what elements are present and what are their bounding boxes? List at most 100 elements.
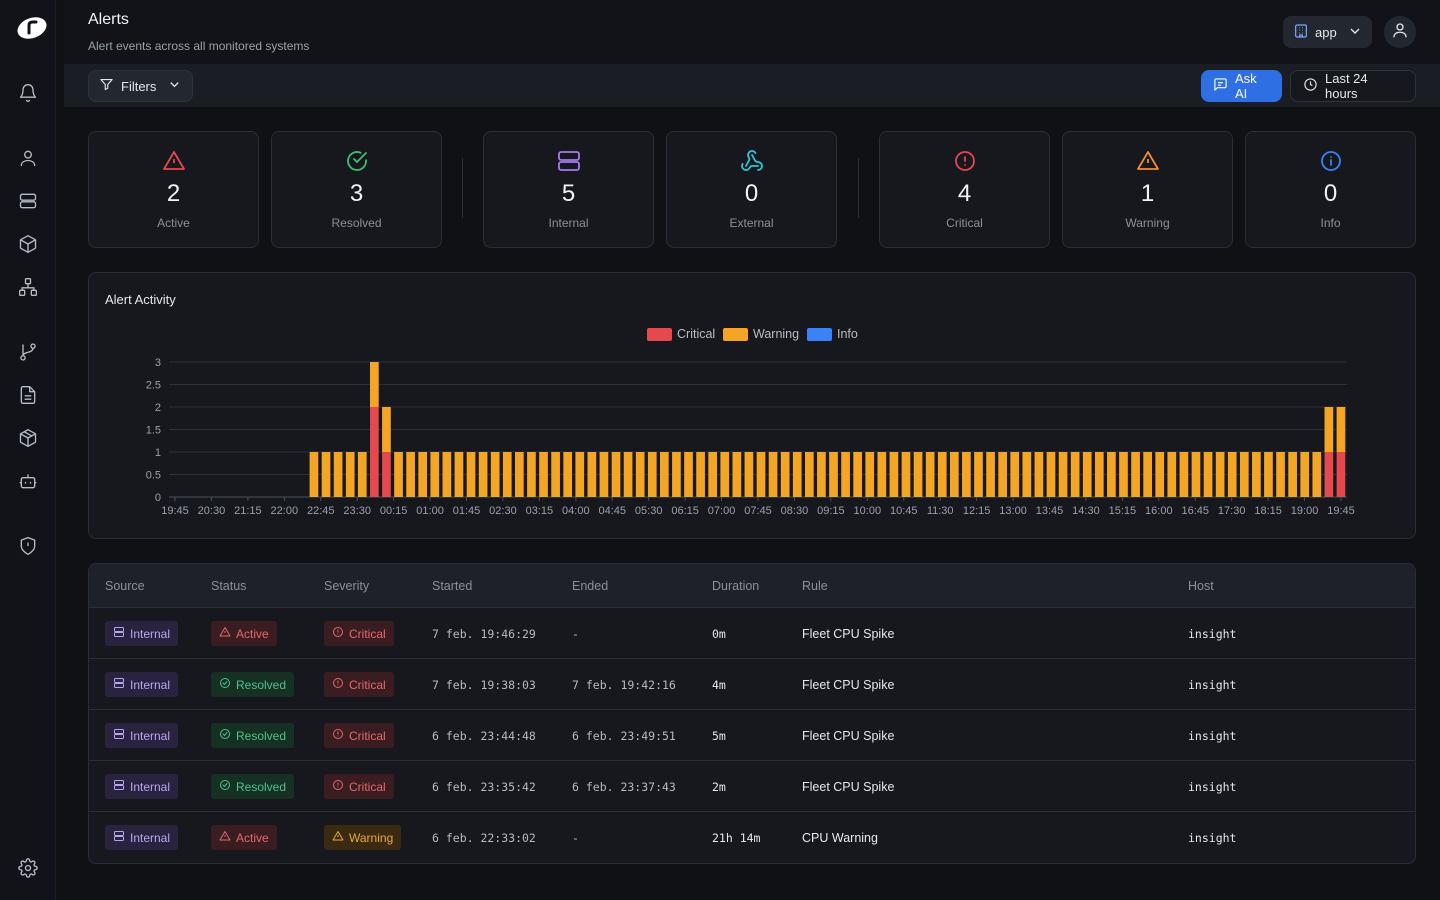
host-cell: insight bbox=[1188, 830, 1237, 845]
stat-label: Active bbox=[157, 216, 190, 230]
check-circle-icon bbox=[345, 149, 369, 173]
stat-card-warning[interactable]: 1 Warning bbox=[1062, 131, 1233, 248]
bar-warning bbox=[611, 452, 621, 497]
bar-critical bbox=[370, 407, 379, 497]
bell-icon[interactable] bbox=[18, 83, 38, 103]
rule-cell: Fleet CPU Spike bbox=[802, 626, 895, 641]
status-label: Resolved bbox=[236, 728, 287, 743]
user-menu-button[interactable] bbox=[1384, 16, 1416, 48]
user-icon[interactable] bbox=[18, 148, 38, 168]
bar-warning bbox=[527, 452, 536, 497]
table-row[interactable]: Internal Resolved Critical 7 feb. 19:38:… bbox=[89, 659, 1415, 710]
clock-icon bbox=[1303, 77, 1318, 95]
bar-warning bbox=[563, 452, 573, 497]
bar-warning bbox=[551, 452, 560, 497]
stat-card-critical[interactable]: 4 Critical bbox=[879, 131, 1050, 248]
bar-warning bbox=[587, 452, 597, 497]
box-icon[interactable] bbox=[18, 428, 38, 448]
stat-label: Critical bbox=[946, 216, 983, 230]
document-icon[interactable] bbox=[18, 385, 38, 405]
stat-card-active[interactable]: 2 Active bbox=[88, 131, 259, 248]
bar-warning bbox=[647, 452, 657, 497]
ask-ai-button[interactable]: Ask AI bbox=[1201, 70, 1282, 102]
column-header-rule[interactable]: Rule bbox=[802, 579, 828, 593]
x-tick-label: 15:15 bbox=[1109, 505, 1137, 517]
column-header-duration[interactable]: Duration bbox=[712, 579, 760, 593]
filters-button[interactable]: Filters bbox=[88, 70, 193, 102]
severity-badge: Warning bbox=[324, 825, 402, 850]
legend-label-info[interactable]: Info bbox=[837, 327, 858, 341]
column-header-status[interactable]: Status bbox=[211, 579, 247, 593]
bar-warning bbox=[901, 452, 911, 497]
bot-icon[interactable] bbox=[18, 471, 38, 491]
table-row[interactable]: Internal Active Warning 6 feb. 22:33:02 … bbox=[89, 812, 1415, 863]
app-selector[interactable]: app bbox=[1283, 16, 1372, 48]
source-badge: Internal bbox=[105, 672, 179, 697]
bar-warning bbox=[744, 452, 754, 497]
bar-warning bbox=[1227, 452, 1237, 497]
bar-warning bbox=[1336, 407, 1346, 452]
bar-warning bbox=[684, 452, 693, 497]
stat-label: Info bbox=[1320, 216, 1341, 230]
x-tick-label: 22:00 bbox=[271, 505, 299, 517]
table-row[interactable]: Internal Resolved Critical 6 feb. 23:35:… bbox=[89, 761, 1415, 812]
column-header-started[interactable]: Started bbox=[432, 579, 473, 593]
legend-swatch-critical[interactable] bbox=[647, 328, 672, 341]
legend-swatch-warning[interactable] bbox=[723, 328, 748, 341]
legend-label-warning[interactable]: Warning bbox=[753, 327, 799, 341]
stat-value: 3 bbox=[349, 180, 364, 207]
bar-warning bbox=[430, 452, 440, 497]
source-label: Internal bbox=[130, 677, 171, 692]
legend-swatch-info[interactable] bbox=[807, 328, 832, 341]
stat-card-resolved[interactable]: 3 Resolved bbox=[271, 131, 442, 248]
table-row[interactable]: Internal Active Critical 7 feb. 19:46:29… bbox=[89, 608, 1415, 659]
page-title: Alerts bbox=[88, 11, 129, 28]
host-cell: insight bbox=[1188, 728, 1237, 743]
server-icon bbox=[113, 830, 125, 845]
column-header-severity[interactable]: Severity bbox=[324, 579, 370, 593]
bar-warning bbox=[1324, 407, 1334, 452]
bar-warning bbox=[345, 452, 355, 497]
duration-cell: 2m bbox=[712, 779, 726, 794]
started-cell: 6 feb. 23:44:48 bbox=[432, 728, 536, 743]
column-header-host[interactable]: Host bbox=[1188, 579, 1214, 593]
bar-warning bbox=[1094, 452, 1104, 497]
bar-warning bbox=[1046, 452, 1056, 497]
chart-title: Alert Activity bbox=[105, 292, 176, 307]
bar-warning bbox=[949, 452, 959, 497]
building-icon bbox=[1293, 23, 1309, 42]
bar-warning bbox=[333, 452, 343, 497]
check-circle-icon bbox=[219, 728, 231, 743]
stat-card-internal[interactable]: 5 Internal bbox=[483, 131, 654, 248]
status-label: Active bbox=[236, 830, 269, 845]
bar-warning bbox=[998, 452, 1007, 497]
rule-cell: Fleet CPU Spike bbox=[802, 779, 895, 794]
column-header-ended[interactable]: Ended bbox=[572, 579, 609, 593]
logo-icon[interactable] bbox=[16, 14, 48, 42]
shield-icon[interactable] bbox=[18, 536, 38, 556]
x-tick-label: 12:15 bbox=[963, 505, 991, 517]
git-branch-icon[interactable] bbox=[18, 342, 38, 362]
alert-circle-icon bbox=[332, 677, 344, 692]
server-icon[interactable] bbox=[18, 191, 38, 211]
x-tick-label: 16:45 bbox=[1181, 505, 1209, 517]
alert-triangle-icon bbox=[219, 626, 231, 641]
network-icon[interactable] bbox=[18, 277, 38, 297]
table-row[interactable]: Internal Resolved Critical 6 feb. 23:44:… bbox=[89, 710, 1415, 761]
time-range-button[interactable]: Last 24 hours bbox=[1290, 70, 1416, 102]
server-icon bbox=[113, 626, 125, 641]
source-label: Internal bbox=[130, 728, 171, 743]
bar-warning bbox=[913, 452, 923, 497]
bar-warning bbox=[974, 452, 983, 497]
stat-card-info[interactable]: 0 Info bbox=[1245, 131, 1416, 248]
bar-warning bbox=[1022, 452, 1032, 497]
alert-triangle-icon bbox=[219, 830, 231, 845]
stat-card-external[interactable]: 0 External bbox=[666, 131, 837, 248]
x-tick-label: 00:15 bbox=[380, 505, 408, 517]
x-tick-label: 23:30 bbox=[343, 505, 371, 517]
bar-warning bbox=[708, 452, 718, 497]
legend-label-critical[interactable]: Critical bbox=[677, 327, 715, 341]
settings-icon[interactable] bbox=[18, 858, 38, 878]
package-icon[interactable] bbox=[18, 234, 38, 254]
column-header-source[interactable]: Source bbox=[105, 579, 145, 593]
